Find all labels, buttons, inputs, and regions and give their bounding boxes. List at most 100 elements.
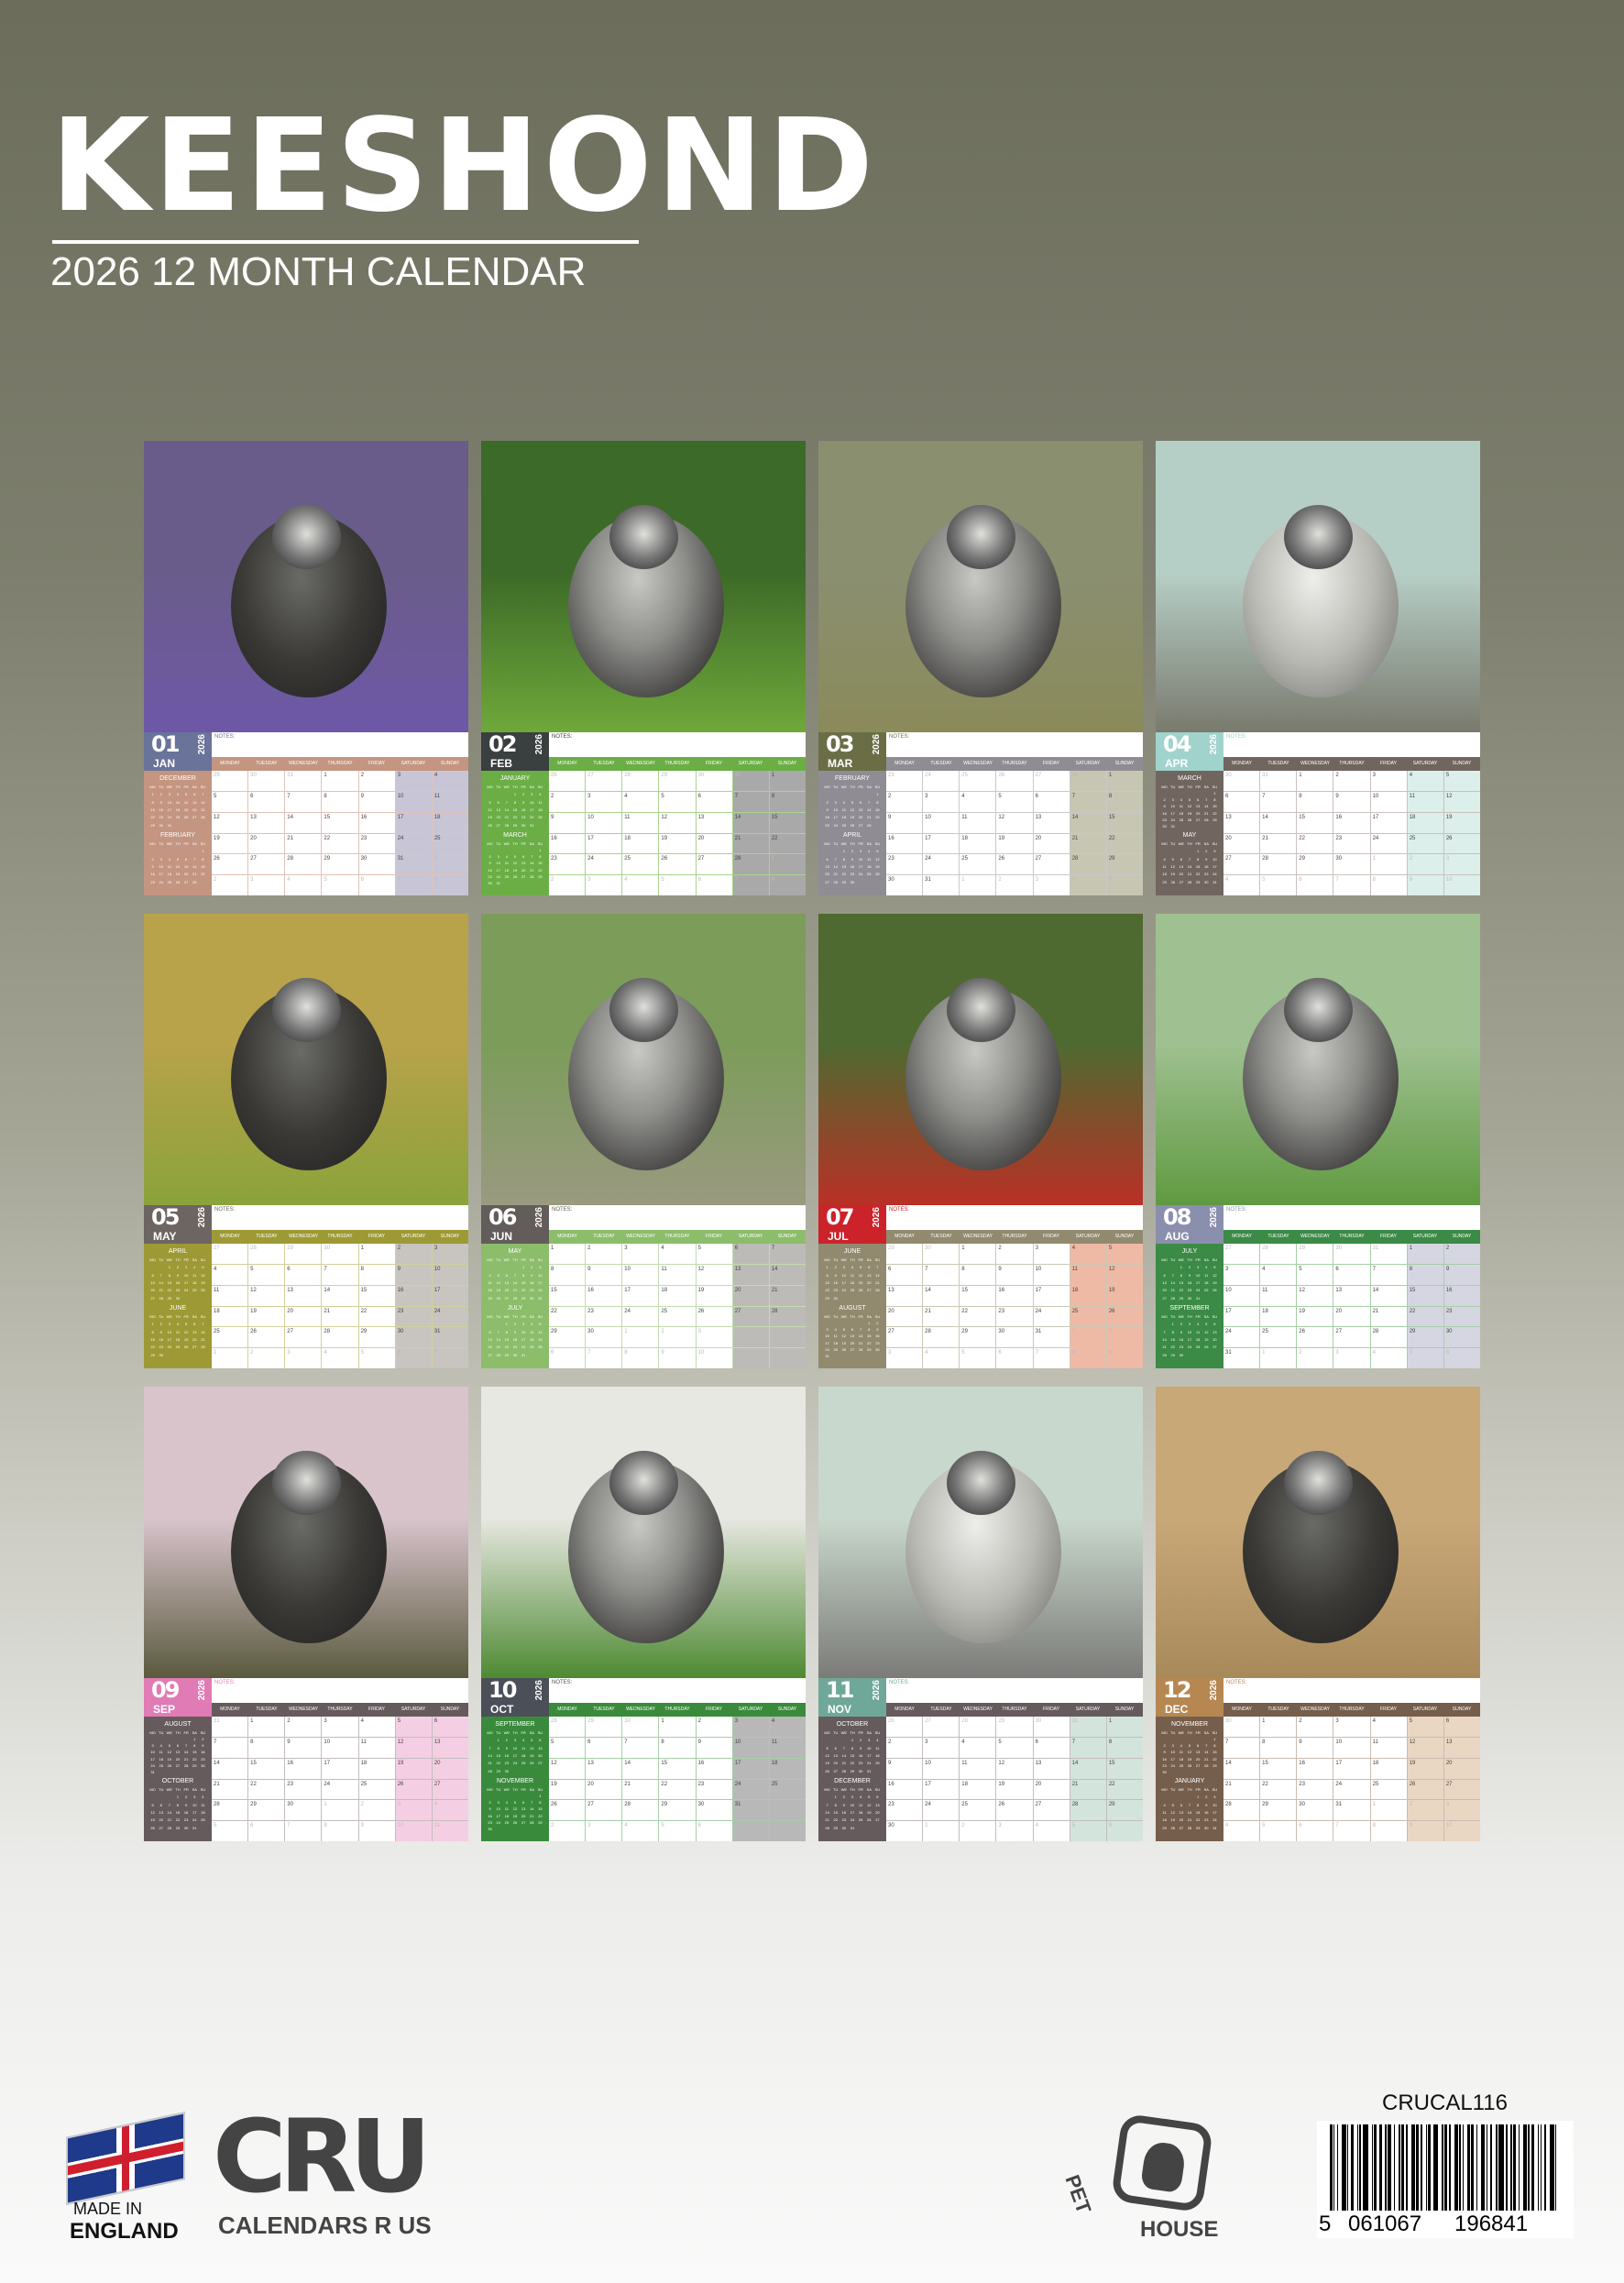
day-cell[interactable]: 25 bbox=[622, 854, 659, 875]
day-cell[interactable]: 5 bbox=[960, 1348, 996, 1368]
day-cell[interactable]: 7 bbox=[1070, 1737, 1106, 1758]
day-cell[interactable]: 18 bbox=[212, 1306, 248, 1327]
day-cell[interactable]: 29 bbox=[1297, 854, 1333, 875]
day-cell[interactable]: 24 bbox=[1033, 1306, 1070, 1327]
day-cell[interactable]: 13 bbox=[1033, 1758, 1070, 1779]
day-cell[interactable]: 19 bbox=[1443, 812, 1480, 833]
day-cell[interactable]: 17 bbox=[1223, 1306, 1260, 1327]
day-cell[interactable]: 6 bbox=[1297, 875, 1333, 895]
day-cell[interactable]: 2 bbox=[1333, 771, 1370, 791]
day-cell[interactable]: 8 bbox=[322, 1821, 358, 1841]
day-cell[interactable]: 7 bbox=[322, 1264, 358, 1285]
day-cell[interactable]: 8 bbox=[432, 875, 468, 895]
day-cell[interactable]: 28 bbox=[622, 771, 659, 791]
day-cell[interactable]: 14 bbox=[732, 812, 769, 833]
day-cell[interactable]: 23 bbox=[395, 1306, 432, 1327]
day-cell[interactable]: 28 bbox=[1223, 1800, 1260, 1821]
day-cell[interactable]: 8 bbox=[769, 875, 806, 895]
day-cell[interactable]: 20 bbox=[285, 1306, 322, 1327]
day-cell[interactable]: 6 bbox=[696, 1821, 732, 1841]
day-cell[interactable]: 14 bbox=[212, 1758, 248, 1779]
day-cell[interactable]: 31 bbox=[395, 854, 432, 875]
day-cell[interactable]: 9 bbox=[358, 791, 395, 812]
day-cell[interactable]: 5 bbox=[212, 1821, 248, 1841]
day-cell[interactable]: 6 bbox=[1297, 1821, 1333, 1841]
day-cell[interactable]: 4 bbox=[1260, 1264, 1297, 1285]
day-cell[interactable]: 22 bbox=[1260, 1779, 1297, 1800]
day-cell[interactable]: 7 bbox=[769, 1244, 806, 1264]
day-cell[interactable]: 4 bbox=[212, 1264, 248, 1285]
day-cell[interactable]: 17 bbox=[1033, 1285, 1070, 1306]
day-cell[interactable]: 24 bbox=[1333, 1779, 1370, 1800]
day-cell[interactable]: 12 bbox=[248, 1285, 285, 1306]
day-cell[interactable]: 5 bbox=[659, 1821, 696, 1841]
day-cell[interactable]: 9 bbox=[1407, 875, 1443, 895]
day-cell[interactable]: 3 bbox=[1333, 1717, 1370, 1737]
day-cell[interactable]: 1 bbox=[1297, 771, 1333, 791]
day-cell[interactable]: 12 bbox=[996, 812, 1033, 833]
day-cell[interactable]: 10 bbox=[923, 812, 960, 833]
day-cell[interactable]: 28 bbox=[549, 1717, 586, 1737]
day-cell[interactable]: 12 bbox=[395, 1737, 432, 1758]
day-cell[interactable]: 2 bbox=[549, 1821, 586, 1841]
day-cell[interactable]: 4 bbox=[1070, 1244, 1106, 1264]
day-cell[interactable]: 30 bbox=[1033, 1717, 1070, 1737]
day-cell[interactable]: 8 bbox=[1260, 1737, 1297, 1758]
day-cell[interactable]: 3 bbox=[1223, 1264, 1260, 1285]
day-cell[interactable]: 23 bbox=[1297, 1779, 1333, 1800]
day-cell[interactable]: 2 bbox=[1407, 854, 1443, 875]
day-cell[interactable]: 6 bbox=[549, 1348, 586, 1368]
day-cell[interactable]: 10 bbox=[1443, 875, 1480, 895]
day-cell[interactable]: 11 bbox=[732, 1348, 769, 1368]
day-cell[interactable]: 18 bbox=[622, 833, 659, 854]
day-cell[interactable]: 27 bbox=[1223, 1244, 1260, 1264]
day-cell[interactable]: 20 bbox=[586, 1779, 622, 1800]
day-cell[interactable]: 27 bbox=[1033, 771, 1070, 791]
day-cell[interactable]: 9 bbox=[1407, 1821, 1443, 1841]
day-cell[interactable]: 24 bbox=[1223, 1327, 1260, 1348]
day-cell[interactable]: 14 bbox=[285, 812, 322, 833]
day-cell[interactable]: 3 bbox=[1443, 1800, 1480, 1821]
day-cell[interactable]: 8 bbox=[659, 1737, 696, 1758]
day-cell[interactable]: 27 bbox=[886, 1327, 923, 1348]
day-cell[interactable]: 5 bbox=[1443, 771, 1480, 791]
day-cell[interactable]: 16 bbox=[1297, 1758, 1333, 1779]
day-cell[interactable]: 1 bbox=[923, 1821, 960, 1841]
day-cell[interactable]: 21 bbox=[732, 833, 769, 854]
day-cell[interactable]: 16 bbox=[549, 833, 586, 854]
day-cell[interactable]: 12 bbox=[1106, 1264, 1143, 1285]
day-cell[interactable]: 10 bbox=[432, 1264, 468, 1285]
day-cell[interactable]: 30 bbox=[886, 875, 923, 895]
day-cell[interactable]: 1 bbox=[549, 1244, 586, 1264]
day-cell[interactable]: 23 bbox=[996, 1306, 1033, 1327]
day-cell[interactable]: 3 bbox=[886, 1348, 923, 1368]
day-cell[interactable]: 29 bbox=[1260, 1800, 1297, 1821]
day-cell[interactable]: 26 bbox=[395, 1779, 432, 1800]
day-cell[interactable]: 7 bbox=[732, 1821, 769, 1841]
day-cell[interactable]: 28 bbox=[923, 1327, 960, 1348]
day-cell[interactable]: 2 bbox=[586, 1244, 622, 1264]
day-cell[interactable]: 1 bbox=[1106, 1717, 1143, 1737]
day-cell[interactable]: 2 bbox=[212, 875, 248, 895]
day-cell[interactable]: 3 bbox=[285, 1348, 322, 1368]
day-cell[interactable]: 5 bbox=[549, 1737, 586, 1758]
day-cell[interactable]: 18 bbox=[1370, 1758, 1407, 1779]
day-cell[interactable]: 11 bbox=[960, 1758, 996, 1779]
day-cell[interactable]: 2 bbox=[1443, 1244, 1480, 1264]
day-cell[interactable]: 23 bbox=[549, 854, 586, 875]
day-cell[interactable]: 8 bbox=[1070, 1348, 1106, 1368]
day-cell[interactable]: 22 bbox=[960, 1306, 996, 1327]
day-cell[interactable]: 2 bbox=[248, 1348, 285, 1368]
day-cell[interactable]: 26 bbox=[1297, 1327, 1333, 1348]
day-cell[interactable]: 7 bbox=[1260, 791, 1297, 812]
day-cell[interactable]: 1 bbox=[212, 1348, 248, 1368]
day-cell[interactable]: 20 bbox=[1223, 833, 1260, 854]
day-cell[interactable]: 31 bbox=[732, 1800, 769, 1821]
day-cell[interactable]: 19 bbox=[1407, 1758, 1443, 1779]
day-cell[interactable]: 10 bbox=[395, 791, 432, 812]
day-cell[interactable]: 14 bbox=[923, 1285, 960, 1306]
day-cell[interactable]: 3 bbox=[1033, 1244, 1070, 1264]
day-cell[interactable]: 6 bbox=[586, 1737, 622, 1758]
day-cell[interactable]: 31 bbox=[1260, 771, 1297, 791]
day-cell[interactable]: 25 bbox=[960, 854, 996, 875]
